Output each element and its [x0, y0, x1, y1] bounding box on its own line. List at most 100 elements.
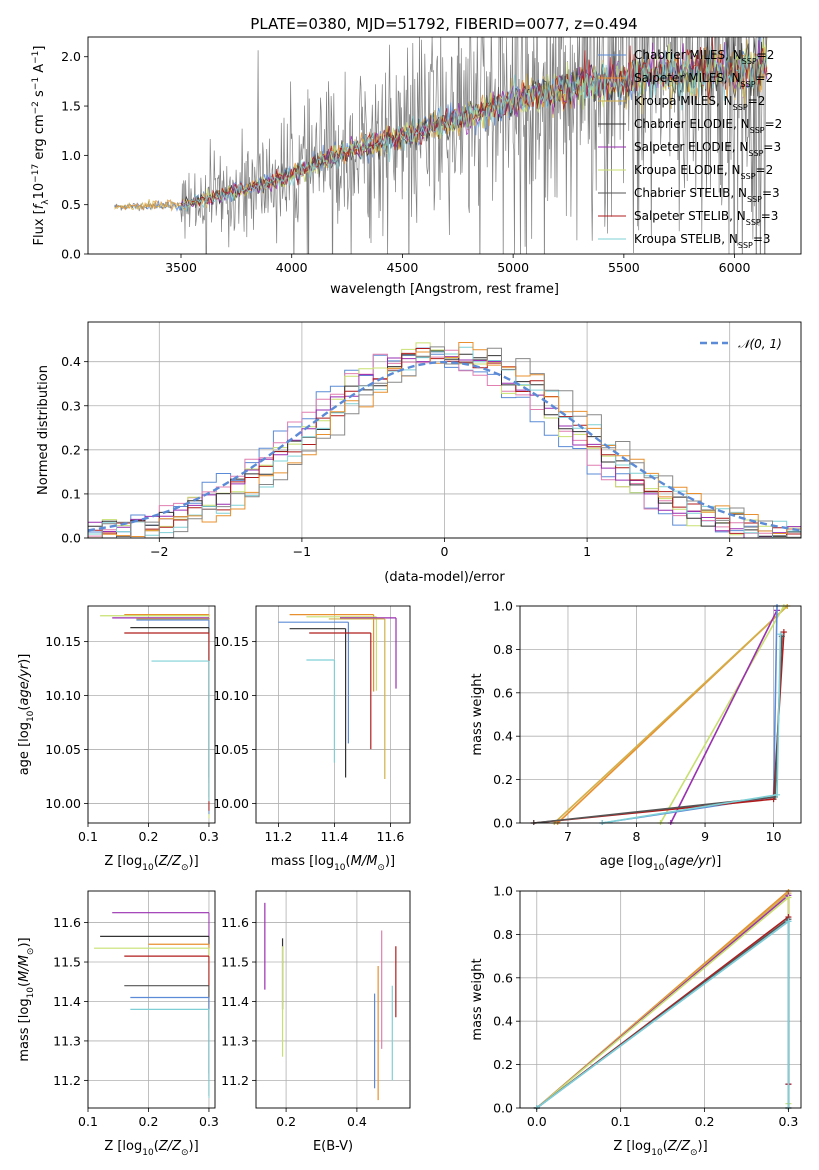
massweight_vs_Z-xlabel-part: ⊙ — [690, 1148, 698, 1158]
spectrum-panel: 3500 4000 4500 5000 5500 6000 0.0 0.5 1.0 1.5 2.0 w… — [31, 0, 801, 357]
age_vs_Z-panel: 0.1 0.2 0.310.0010.0510.1010.15Z [log10(Z/… — [17, 606, 219, 873]
legend-entry-nssp: =3 — [753, 232, 771, 246]
age_vs_mass-xlabel-part: 10 — [334, 863, 346, 873]
x-tick-label: 0.3 — [199, 829, 219, 844]
y-tick-label: 11.2 — [53, 1073, 81, 1088]
y-tick-label: 10.10 — [45, 688, 81, 703]
massweight_vs_Z-ylabel: mass weight — [470, 958, 485, 1040]
y-tick-label: 10.05 — [45, 742, 81, 757]
massweight_vs_Z-ylabel-part: mass weight — [470, 958, 485, 1040]
x-tick-label: 6000 — [719, 260, 751, 275]
x-tick-label: 4500 — [387, 260, 419, 275]
massweight_vs_age-xlabel: age [log10(age/yr)] — [600, 854, 722, 873]
legend-entry-sub: SSP — [733, 103, 748, 112]
spectrum-ylabel-part: −17 — [31, 164, 41, 183]
legend-entry-model: Salpeter MILES, N — [634, 71, 741, 85]
legend-entry-nssp: =2 — [765, 117, 783, 131]
residuals-ylabel: Normed distribution — [36, 365, 51, 495]
spectrum-xlabel: wavelength [Angstrom, rest frame] — [330, 282, 559, 297]
age_vs_Z-xlabel-part: 10 — [142, 863, 154, 873]
y-tick-label: 11.5 — [221, 955, 249, 970]
age_vs_Z-ylabel-part: age/yr — [17, 662, 32, 705]
mass_vs_Z-xlabel: Z [log10(Z/Z⊙)] — [104, 1139, 198, 1158]
mass_vs_ebv-xlabel-part: E(B-V) — [313, 1139, 353, 1154]
y-tick-label: 11.2 — [221, 1073, 249, 1088]
legend-entry-sub: SSP — [742, 57, 757, 66]
y-tick-label: 0.8 — [493, 927, 513, 942]
age_vs_Z-xlabel-part: )] — [189, 854, 199, 869]
x-tick-label: −2 — [150, 544, 168, 559]
legend-entry-nssp: =3 — [761, 209, 779, 223]
y-tick-label: 0.0 — [493, 816, 513, 831]
massweight_vs_age-xlabel-part: age/yr — [669, 854, 712, 869]
axes-frame — [520, 891, 801, 1108]
massweight_vs_Z-panel: 0.0 0.1 0.2 0.3 0.0 0.2 0.4 0.6 0.8 1.0 Z [log10(Z… — [470, 884, 801, 1159]
x-tick-label: 0.1 — [611, 1114, 631, 1129]
age_vs_Z-plot-area — [100, 615, 209, 819]
y-tick-label: 0.3 — [61, 398, 81, 413]
x-tick-label: 5000 — [497, 260, 529, 275]
residuals-panel: −2 −1 0 1 2 0.0 0.1 0.2 0.3 0.4 (data-model)/error… — [36, 322, 801, 585]
y-tick-label: 0.2 — [493, 1057, 513, 1072]
x-tick-label: 4000 — [276, 260, 308, 275]
mass_vs_Z-ylabel-part: M/M — [17, 955, 32, 982]
legend-entry-model: Chabrier STELIB, N — [634, 186, 747, 200]
mass_vs_Z-plot-area — [94, 913, 209, 1098]
age_vs_Z-ylabel-part: )] — [17, 654, 32, 664]
axes-frame — [88, 606, 215, 823]
mass-weight-line — [534, 636, 782, 823]
mass-weight-line — [661, 606, 784, 823]
legend-entry-nssp: =3 — [762, 186, 780, 200]
spectrum-ylabel-part: −2 — [31, 101, 41, 114]
age_vs_mass-xlabel-part: ⊙ — [377, 863, 385, 873]
legend-entry-sub: SSP — [750, 126, 765, 135]
x-tick-label: 0 — [441, 544, 449, 559]
x-tick-label: 3500 — [165, 260, 197, 275]
y-tick-label: 0.2 — [61, 442, 81, 457]
x-tick-label: 0.2 — [139, 1114, 159, 1129]
legend-entry-nssp: =2 — [757, 48, 775, 62]
y-tick-label: 1.0 — [493, 884, 513, 899]
x-tick-label: 11.4 — [320, 829, 348, 844]
x-tick-label: 1 — [583, 544, 591, 559]
legend-entry-model: Chabrier ELODIE, N — [634, 117, 750, 131]
legend-entry-nssp: =2 — [748, 94, 766, 108]
x-tick-label: 9 — [701, 829, 709, 844]
age_vs_mass-panel: 11.2 11.4 11.6 10.00 10.05 10.10 10.15 mass [lo… — [213, 606, 410, 873]
y-tick-label: 10.05 — [213, 742, 249, 757]
y-tick-label: 2.0 — [61, 49, 81, 64]
legend-entry-sub: SSP — [738, 241, 753, 250]
age_vs_Z-xlabel: Z [log10(Z/Z⊙)] — [104, 854, 198, 873]
legend-entry-sub: SSP — [741, 80, 756, 89]
axes-frame — [520, 606, 801, 823]
legend-entry-nssp: =2 — [756, 163, 774, 177]
mass-weight-line — [554, 606, 787, 823]
y-tick-label: 0.8 — [493, 642, 513, 657]
y-tick-label: 0.2 — [493, 772, 513, 787]
age_vs_Z-xlabel-part: Z/Z — [158, 854, 182, 869]
legend-entry-model: Salpeter STELIB, N — [634, 209, 746, 223]
x-tick-label: 0.2 — [695, 1114, 715, 1129]
spectrum-ylabel-part: s — [32, 90, 47, 101]
legend-entry-model: Kroupa STELIB, N — [634, 232, 738, 246]
x-tick-label: 0.3 — [199, 1114, 219, 1129]
y-tick-label: 10.10 — [213, 688, 249, 703]
axes-frame — [256, 891, 410, 1108]
y-tick-label: 0.4 — [61, 354, 81, 369]
y-tick-label: 10.00 — [45, 796, 81, 811]
massweight_vs_age-ylabel: mass weight — [470, 673, 485, 755]
x-tick-label: 0.3 — [778, 1114, 798, 1129]
y-tick-label: 11.3 — [221, 1033, 249, 1048]
axes-frame — [88, 891, 215, 1108]
y-tick-label: 0.6 — [493, 685, 513, 700]
massweight_vs_age-xlabel-part: )] — [711, 854, 721, 869]
legend-entry-label: Kroupa STELIB, NSSP=3 — [634, 232, 771, 250]
mass_vs_Z-ylabel-part: mass [log — [17, 998, 32, 1061]
x-tick-label: 5500 — [608, 260, 640, 275]
x-tick-label: 0.2 — [139, 829, 159, 844]
mass-weight-line — [602, 634, 780, 823]
spectrum-ylabel: Flux [fλ10−17 erg cm−2 s−1 A−1] — [31, 46, 51, 246]
legend-entry-model: Chabrier MILES, N — [634, 48, 742, 62]
massweight_vs_age-panel: 7 8 9 100.00.20.40.60.81.0age [log10(age/yr… — [470, 599, 801, 874]
